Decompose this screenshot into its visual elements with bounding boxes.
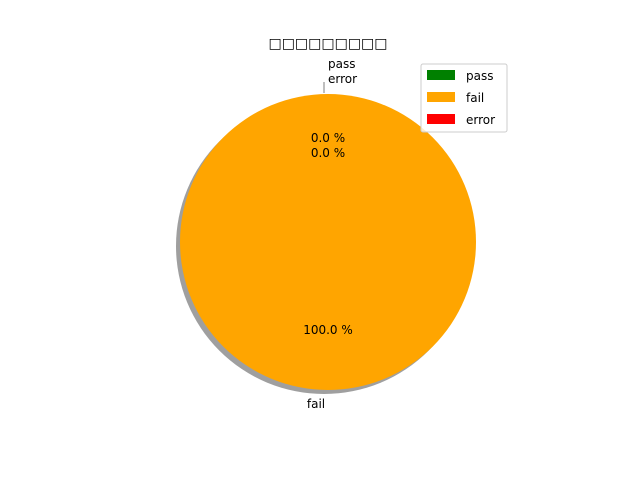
legend-swatch-error — [427, 114, 455, 124]
pct-label-error: 0.0 % — [311, 146, 345, 160]
legend-label-fail: fail — [466, 91, 484, 105]
slice-label-pass: pass — [328, 57, 355, 71]
legend: pass fail error — [420, 63, 508, 133]
slice-label-fail: fail — [307, 397, 325, 411]
slice-label-error: error — [328, 72, 357, 86]
legend-swatch-pass — [427, 70, 455, 80]
chart-title: □□□□□□□□□ — [268, 36, 387, 52]
legend-label-pass: pass — [466, 69, 493, 83]
pie-slices — [176, 94, 476, 394]
pie-slice-fail — [180, 94, 476, 390]
legend-swatch-fail — [427, 92, 455, 102]
pct-label-fail: 100.0 % — [303, 323, 353, 337]
pct-label-pass: 0.0 % — [311, 131, 345, 145]
legend-label-error: error — [466, 113, 495, 127]
